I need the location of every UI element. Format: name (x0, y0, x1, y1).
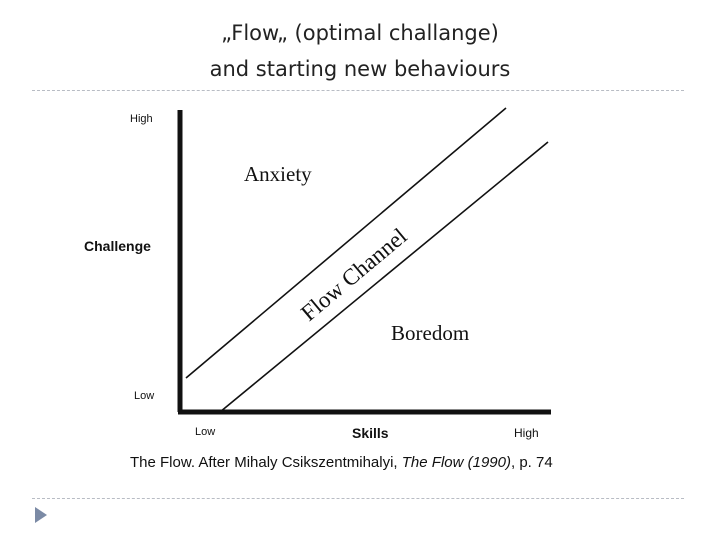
flow-channel-lower-line (219, 141, 549, 413)
title-line-2: and starting new behaviours (209, 57, 511, 81)
flow-channel-label: Flow Channel (296, 223, 411, 326)
caption-suffix: , p. 74 (510, 454, 553, 471)
x-axis-title: Skills (352, 425, 389, 441)
bottom-divider (32, 498, 684, 499)
figure-caption: The Flow. After Mihaly Csikszentmihalyi,… (130, 454, 553, 471)
flow-channel-upper-line (185, 107, 507, 379)
x-axis-high-label: High (514, 426, 539, 440)
triangle-right-icon (35, 507, 47, 523)
y-axis-high-label: High (130, 113, 153, 125)
boredom-zone-label: Boredom (391, 321, 469, 345)
title-line-1: „Flow„ (optimal challange) (221, 21, 499, 45)
slide-title: „Flow„ (optimal challange) and starting … (60, 15, 660, 87)
top-divider (32, 90, 684, 91)
y-axis-low-label: Low (134, 390, 154, 402)
anxiety-zone-label: Anxiety (244, 162, 312, 186)
caption-prefix: The Flow. After Mihaly Csikszentmihalyi, (130, 454, 402, 471)
x-axis-low-label: Low (195, 426, 215, 438)
y-axis-title: Challenge (84, 238, 151, 254)
caption-book-title: The Flow (1990) (401, 454, 511, 471)
